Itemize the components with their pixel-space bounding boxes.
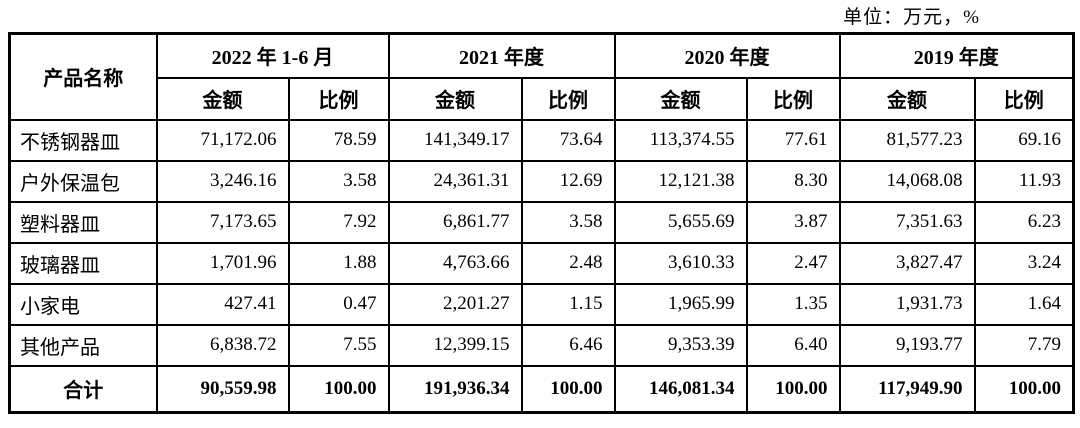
- ratio-cell: 11.93: [973, 159, 1075, 203]
- header-period-2022: 2022 年 1-6 月: [155, 32, 390, 79]
- amount-cell: 3,610.33: [613, 241, 748, 285]
- amount-cell: 1,931.73: [838, 282, 976, 326]
- header-amount-2020: 金额: [613, 76, 748, 121]
- header-amount-2022: 金额: [155, 76, 290, 121]
- amount-cell: 7,173.65: [155, 200, 290, 244]
- total-row: 合计 90,559.98 100.00 191,936.34 100.00 146,081…: [8, 364, 1075, 414]
- ratio-cell: 3.58: [287, 159, 390, 203]
- header-sub-row: 金额 比例 金额 比例 金额 比例 金额 比例: [10, 76, 1075, 121]
- amount-cell: 141,349.17: [387, 118, 523, 162]
- amount-cell: 81,577.23: [838, 118, 976, 162]
- ratio-cell: 12.69: [520, 159, 616, 203]
- header-period-2021: 2021 年度: [387, 32, 616, 79]
- amount-cell: 12,121.38: [613, 159, 748, 203]
- header-ratio-2021: 比例: [520, 76, 616, 121]
- ratio-cell: 3.58: [520, 200, 616, 244]
- ratio-cell: 1.88: [287, 241, 390, 285]
- ratio-cell: 73.64: [520, 118, 616, 162]
- product-name-cell: 塑料器皿: [8, 200, 158, 244]
- ratio-cell: 7.92: [287, 200, 390, 244]
- amount-cell: 14,068.08: [838, 159, 976, 203]
- amount-cell: 6,838.72: [155, 323, 290, 367]
- table-row: 其他产品 6,838.72 7.55 12,399.15 6.46 9,353.39 6.4…: [8, 323, 1075, 367]
- amount-cell: 427.41: [155, 282, 290, 326]
- ratio-cell: 2.48: [520, 241, 616, 285]
- product-name-cell: 不锈钢器皿: [8, 118, 158, 162]
- amount-cell: 12,399.15: [387, 323, 523, 367]
- ratio-cell: 78.59: [287, 118, 390, 162]
- header-period-2020: 2020 年度: [613, 32, 841, 79]
- ratio-cell: 7.79: [973, 323, 1075, 367]
- product-revenue-table: 产品名称 2022 年 1-6 月 2021 年度 2020 年度 2019 年…: [8, 32, 1076, 414]
- ratio-cell: 6.46: [520, 323, 616, 367]
- ratio-cell: 100.00: [973, 364, 1075, 414]
- ratio-cell: 1.35: [745, 282, 841, 326]
- table-body: 不锈钢器皿 71,172.06 78.59 141,349.17 73.64 113,37…: [8, 118, 1075, 414]
- ratio-cell: 1.15: [520, 282, 616, 326]
- amount-cell: 5,655.69: [613, 200, 748, 244]
- ratio-cell: 69.16: [973, 118, 1075, 162]
- table-row: 小家电 427.41 0.47 2,201.27 1.15 1,965.99 1.35 1,9…: [8, 282, 1075, 326]
- ratio-cell: 1.64: [973, 282, 1075, 326]
- header-ratio-2022: 比例: [287, 76, 390, 121]
- amount-cell: 24,361.31: [387, 159, 523, 203]
- amount-cell: 6,861.77: [387, 200, 523, 244]
- ratio-cell: 100.00: [520, 364, 616, 414]
- header-amount-2019: 金额: [838, 76, 976, 121]
- table-row: 户外保温包 3,246.16 3.58 24,361.31 12.69 12,121.38…: [8, 159, 1075, 203]
- unit-label: 单位：万元，%: [843, 7, 980, 28]
- amount-cell: 1,701.96: [155, 241, 290, 285]
- amount-cell: 191,936.34: [387, 364, 523, 414]
- header-ratio-2019: 比例: [973, 76, 1075, 121]
- amount-cell: 2,201.27: [387, 282, 523, 326]
- header-ratio-2020: 比例: [745, 76, 841, 121]
- header-period-2019: 2019 年度: [838, 32, 1075, 79]
- ratio-cell: 77.61: [745, 118, 841, 162]
- ratio-cell: 7.55: [287, 323, 390, 367]
- amount-cell: 3,246.16: [155, 159, 290, 203]
- ratio-cell: 8.30: [745, 159, 841, 203]
- ratio-cell: 2.47: [745, 241, 841, 285]
- ratio-cell: 100.00: [287, 364, 390, 414]
- table-row: 不锈钢器皿 71,172.06 78.59 141,349.17 73.64 113,37…: [8, 118, 1075, 162]
- amount-cell: 1,965.99: [613, 282, 748, 326]
- amount-cell: 71,172.06: [155, 118, 290, 162]
- product-name-cell: 小家电: [8, 282, 158, 326]
- amount-cell: 146,081.34: [613, 364, 748, 414]
- amount-cell: 9,193.77: [838, 323, 976, 367]
- amount-cell: 117,949.90: [838, 364, 976, 414]
- header-product-name: 产品名称: [8, 32, 158, 121]
- header-period-row: 产品名称 2022 年 1-6 月 2021 年度 2020 年度 2019 年…: [8, 32, 1075, 121]
- product-name-cell: 其他产品: [8, 323, 158, 367]
- amount-cell: 3,827.47: [838, 241, 976, 285]
- header-amount-2021: 金额: [387, 76, 523, 121]
- table-header: 产品名称 2022 年 1-6 月 2021 年度 2020 年度 2019 年…: [8, 32, 1075, 121]
- total-label: 合计: [8, 364, 158, 414]
- ratio-cell: 0.47: [287, 282, 390, 326]
- amount-cell: 4,763.66: [387, 241, 523, 285]
- ratio-cell: 6.40: [745, 323, 841, 367]
- amount-cell: 9,353.39: [613, 323, 748, 367]
- ratio-cell: 3.24: [973, 241, 1075, 285]
- table-row: 塑料器皿 7,173.65 7.92 6,861.77 3.58 5,655.69 3.87…: [8, 200, 1075, 244]
- ratio-cell: 3.87: [745, 200, 841, 244]
- amount-cell: 7,351.63: [838, 200, 976, 244]
- amount-cell: 113,374.55: [613, 118, 748, 162]
- table-row: 玻璃器皿 1,701.96 1.88 4,763.66 2.48 3,610.33 2.47…: [8, 241, 1075, 285]
- ratio-cell: 100.00: [745, 364, 841, 414]
- ratio-cell: 6.23: [973, 200, 1075, 244]
- product-name-cell: 玻璃器皿: [8, 241, 158, 285]
- amount-cell: 90,559.98: [155, 364, 290, 414]
- product-name-cell: 户外保温包: [8, 159, 158, 203]
